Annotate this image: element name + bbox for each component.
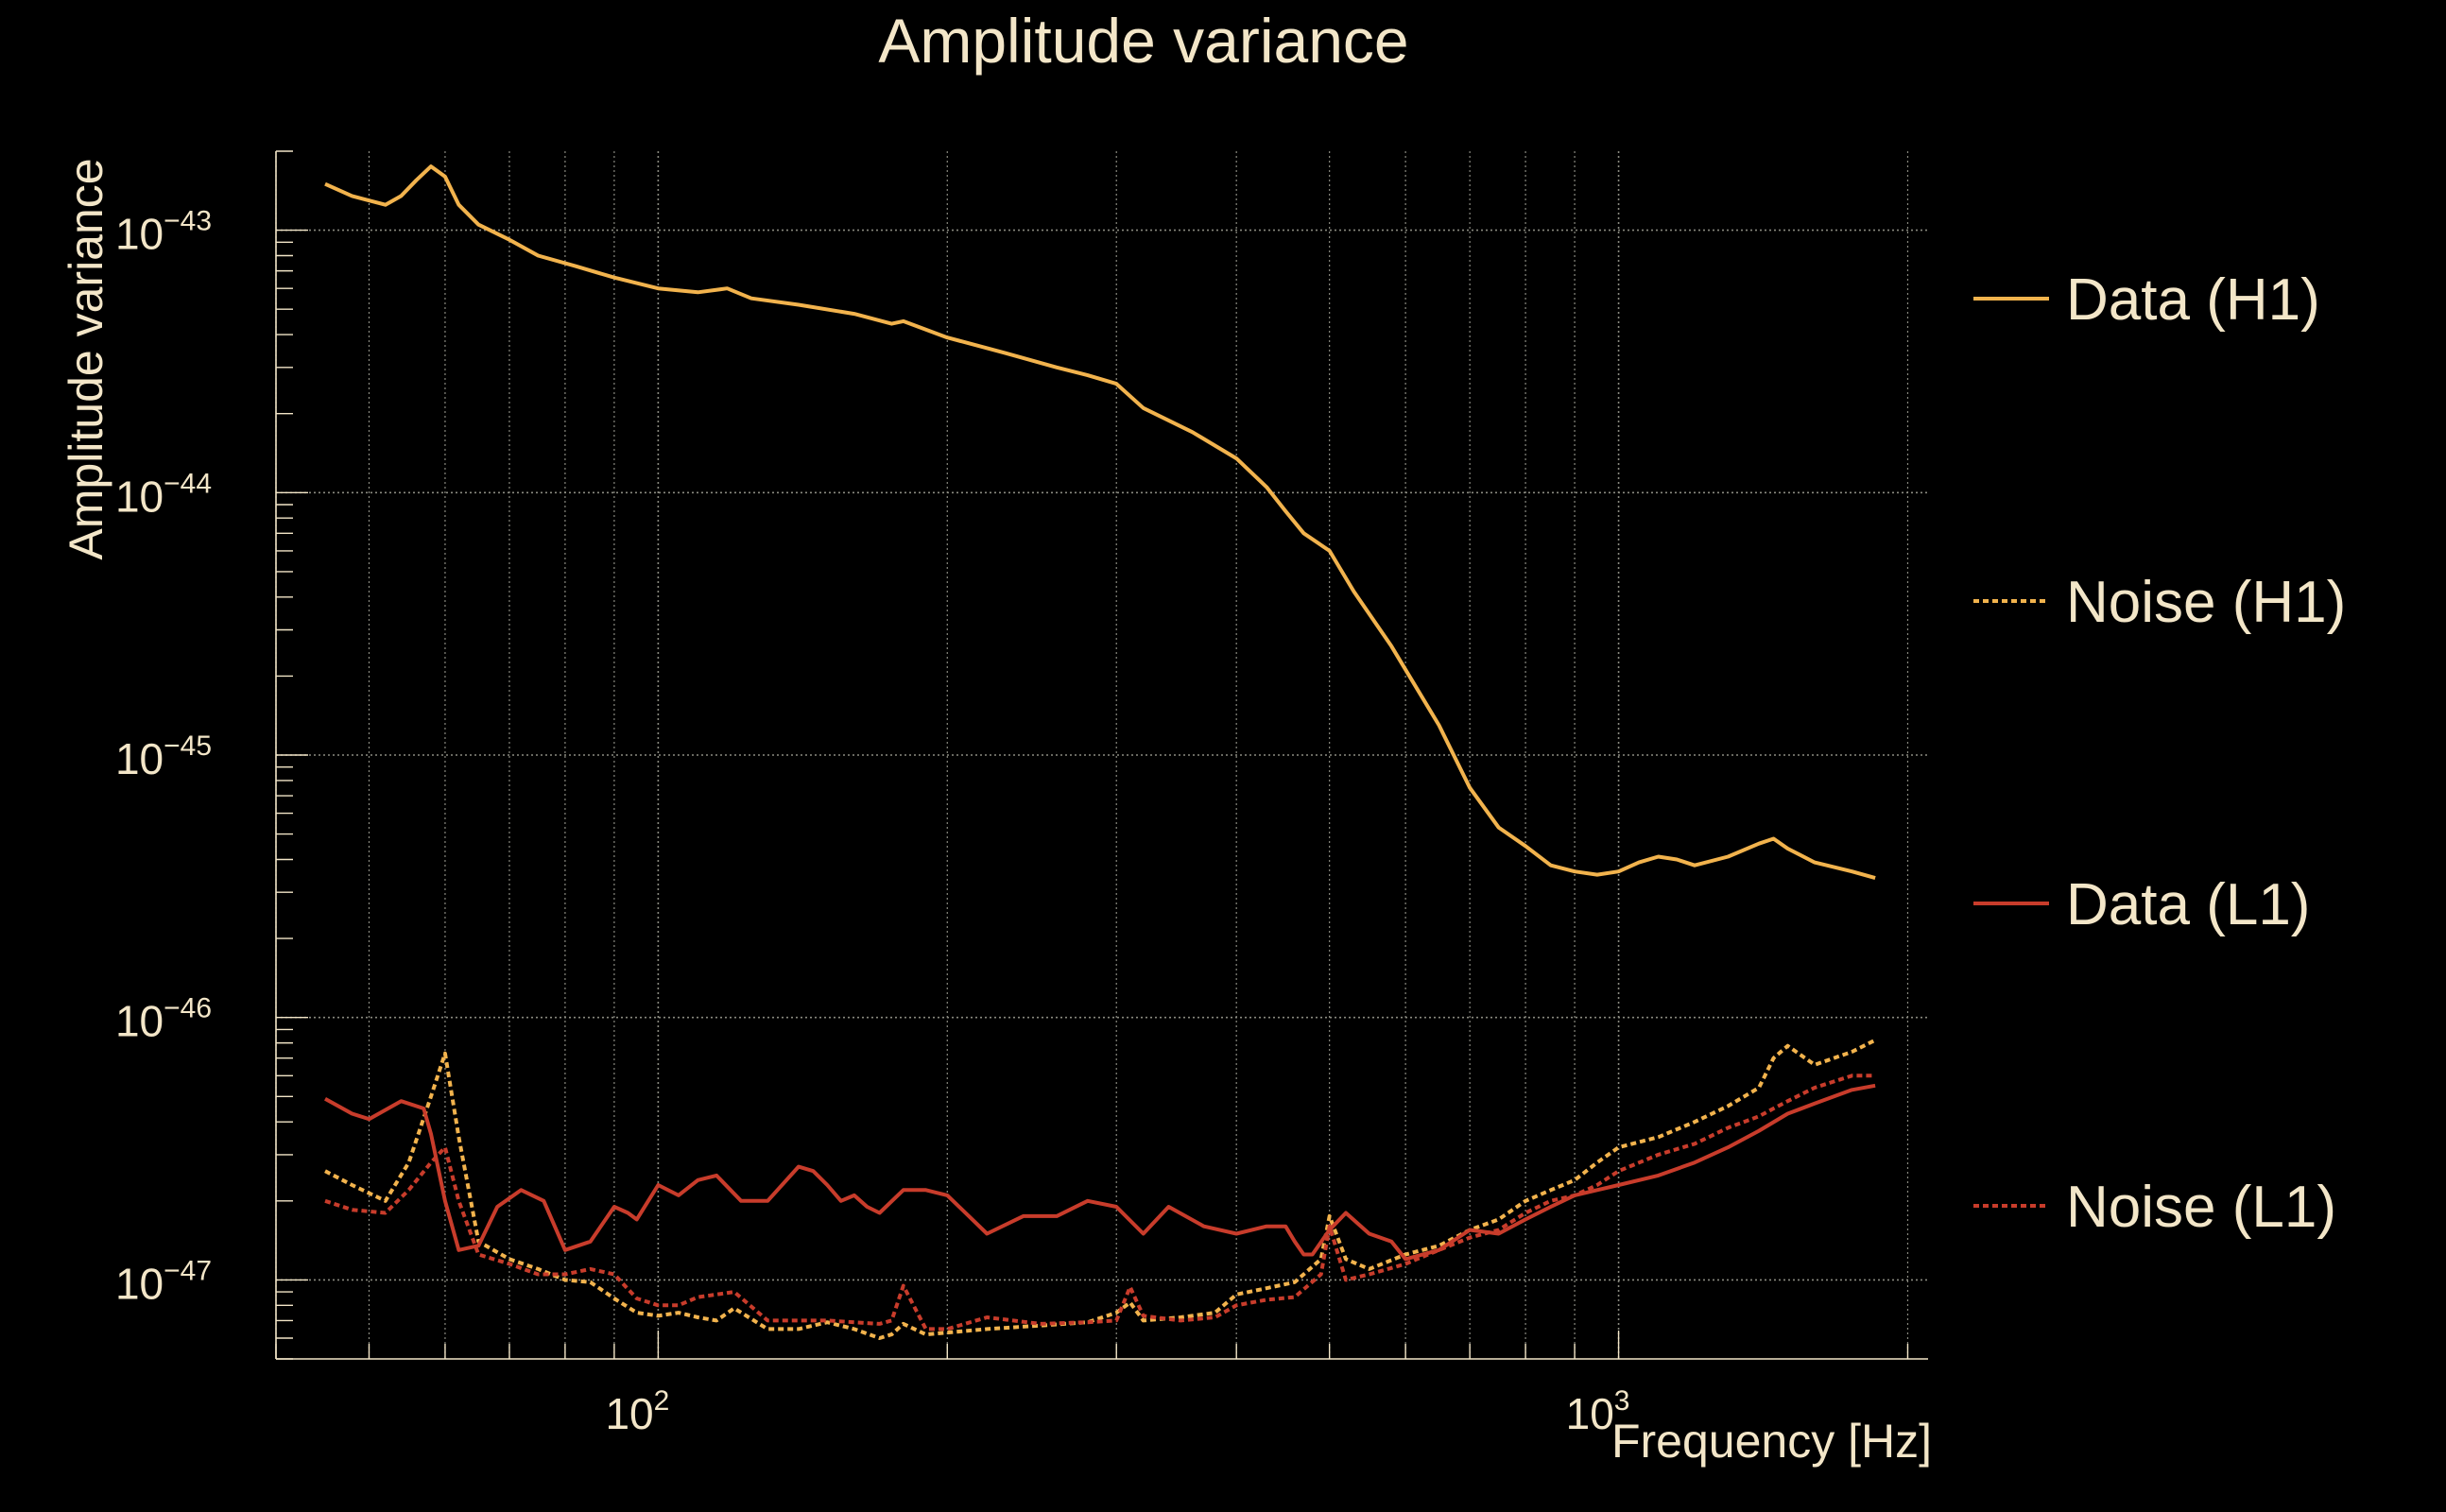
y-tick-label: 10−44 <box>115 468 212 521</box>
y-axis-label: Amplitude variance <box>60 158 112 559</box>
x-axis-label: Frequency [Hz] <box>1611 1415 1932 1468</box>
y-tick-label: 10−46 <box>115 993 212 1046</box>
series-line-data-l1 <box>324 1083 1876 1262</box>
axes: 10−43 10−44 10−45 10−46 10−47 102 103 <box>115 150 1928 1438</box>
chart-title: Amplitude variance <box>878 6 1408 76</box>
series-line-noise-h1 <box>324 1038 1877 1340</box>
legend-label-noise-l1: Noise (L1) <box>2066 1175 2336 1240</box>
x-tick-label: 103 <box>1566 1385 1630 1438</box>
y-tick-label: 10−43 <box>115 206 212 259</box>
legend-label-noise-h1: Noise (H1) <box>2066 570 2346 635</box>
y-tick-label: 10−45 <box>115 730 212 783</box>
x-tick-label: 102 <box>605 1385 669 1438</box>
plot-area <box>324 164 1877 1340</box>
grid <box>275 151 1928 1359</box>
series-line-data-h1 <box>324 164 1876 881</box>
legend-label-data-l1: Data (L1) <box>2066 872 2310 937</box>
series-line-noise-l1 <box>324 1074 1876 1332</box>
legend: Data (H1) Noise (H1) Data (L1) Noise (L1) <box>1973 267 2346 1240</box>
legend-label-data-h1: Data (H1) <box>2066 267 2320 333</box>
y-tick-label: 10−47 <box>115 1255 212 1308</box>
